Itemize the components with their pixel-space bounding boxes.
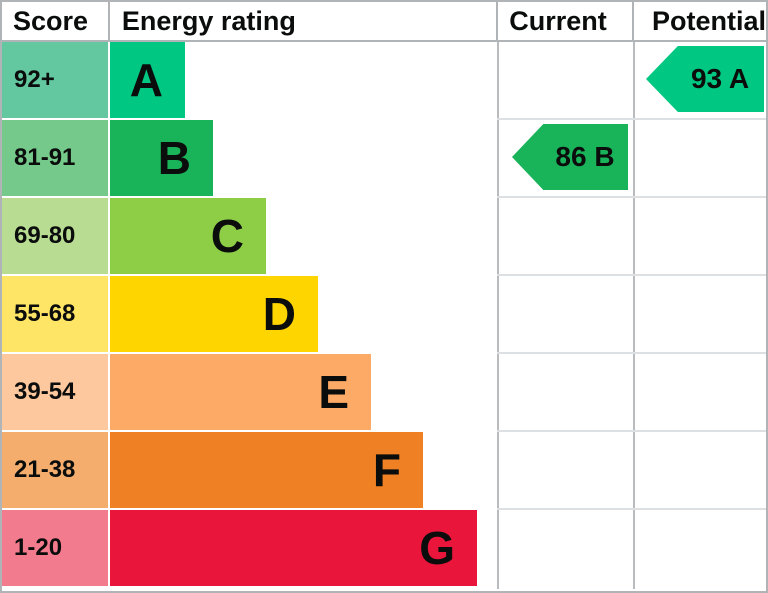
score-range-c: 69-80 — [2, 198, 108, 274]
row-separator-line — [497, 430, 766, 432]
band-row-c: 69-80 C — [2, 198, 266, 274]
current-rating-label: 86 B — [555, 141, 615, 172]
band-letter-c: C — [210, 210, 244, 262]
chart-header: Score Energy rating Current Potential — [2, 2, 766, 42]
header-energy-rating: Energy rating — [110, 2, 499, 40]
band-row-f: 21-38 F — [2, 432, 423, 508]
score-range-f: 21-38 — [2, 432, 108, 508]
row-separator-line — [497, 196, 766, 198]
header-score: Score — [2, 2, 110, 40]
band-bar-a: A — [110, 42, 185, 118]
band-letter-a: A — [129, 54, 163, 106]
band-row-g: 1-20 G — [2, 510, 477, 586]
band-letter-e: E — [318, 366, 349, 418]
band-letter-f: F — [372, 444, 401, 496]
header-potential: Potential — [652, 5, 767, 36]
column-divider-line — [497, 42, 499, 589]
band-bar-e: E — [110, 354, 371, 430]
band-letter-g: G — [419, 522, 455, 574]
score-range-b: 81-91 — [2, 120, 108, 196]
score-range-e: 39-54 — [2, 354, 108, 430]
row-separator-line — [497, 118, 766, 120]
row-separator-line — [497, 274, 766, 276]
band-bar-g: G — [110, 510, 477, 586]
band-row-d: 55-68 D — [2, 276, 318, 352]
band-row-a: 92+ A — [2, 42, 185, 118]
score-range-g: 1-20 — [2, 510, 108, 586]
chart-body: 92+ A 81-91 B 69-80 C 55-68 D 39-54 E 21-38 F 1-20 G 8… — [2, 42, 766, 589]
score-range-a: 92+ — [2, 42, 108, 118]
band-bar-b: B — [110, 120, 213, 196]
band-bar-f: F — [110, 432, 423, 508]
band-row-b: 81-91 B — [2, 120, 213, 196]
score-range-d: 55-68 — [2, 276, 108, 352]
band-bar-d: D — [110, 276, 318, 352]
band-row-e: 39-54 E — [2, 354, 371, 430]
header-current: Current — [498, 2, 634, 40]
current-rating-arrow: 86 B — [512, 124, 628, 190]
band-letter-d: D — [262, 288, 296, 340]
column-divider-line — [633, 42, 635, 589]
potential-rating-arrow: 93 A — [646, 46, 764, 112]
band-letter-b: B — [157, 132, 191, 184]
row-separator-line — [497, 508, 766, 510]
band-bar-c: C — [110, 198, 266, 274]
potential-rating-label: 93 A — [690, 63, 750, 94]
row-separator-line — [497, 352, 766, 354]
